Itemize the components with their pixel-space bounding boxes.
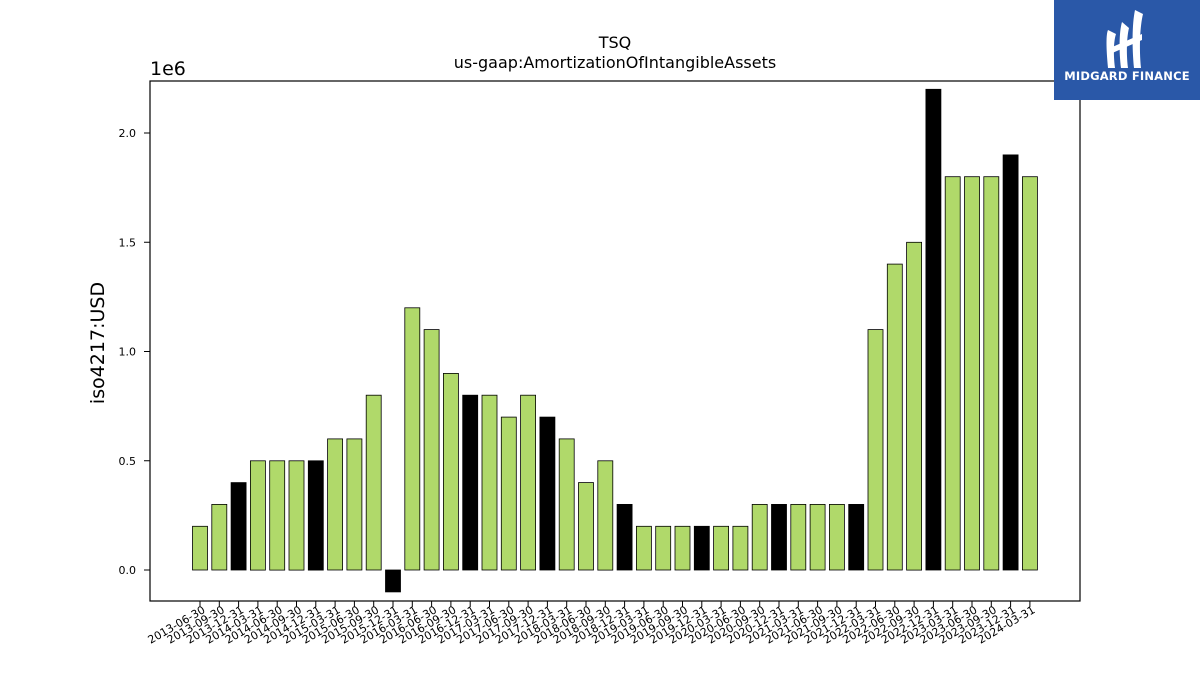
bar-2018-12-31 xyxy=(616,503,633,571)
bar-2018-09-30 xyxy=(597,460,614,571)
bar-2014-03-31 xyxy=(249,460,266,571)
bar-2023-03-31 xyxy=(944,176,961,571)
bar-2020-09-30 xyxy=(751,503,768,571)
bar-2014-12-31 xyxy=(307,460,324,571)
bar-2023-09-30 xyxy=(983,176,1000,571)
y-offset-label: 1e6 xyxy=(150,58,186,80)
y-tick-label: 1.0 xyxy=(119,346,137,359)
bar-2017-12-31 xyxy=(539,416,556,571)
bar-2015-06-30 xyxy=(346,438,363,571)
bar-2016-03-31 xyxy=(404,307,421,571)
bar-2020-06-30 xyxy=(732,525,749,571)
bar-2024-03-31 xyxy=(1022,176,1038,571)
y-tick-label: 0.5 xyxy=(119,455,137,468)
brand-name: MIDGARD FINANCE xyxy=(1064,69,1190,83)
plot-frame xyxy=(149,80,1081,602)
y-tick-label: 0.0 xyxy=(119,564,137,577)
bar-2022-03-31 xyxy=(867,329,884,571)
y-tick-label: 1.5 xyxy=(119,236,137,249)
bar-2015-09-30 xyxy=(365,394,382,571)
bar-2022-12-31 xyxy=(925,88,942,571)
bar-2021-12-31 xyxy=(848,503,865,571)
bar-2023-06-30 xyxy=(964,176,980,571)
chart-title: TSQ xyxy=(598,33,632,52)
bar-2016-09-30 xyxy=(442,372,459,571)
bar-2021-09-30 xyxy=(829,503,845,571)
bar-2017-09-30 xyxy=(520,394,536,571)
bar-2015-12-31 xyxy=(385,569,401,593)
brand-logo: MIDGARD FINANCE xyxy=(1054,0,1200,100)
bar-2018-06-30 xyxy=(578,482,594,571)
bar-2014-09-30 xyxy=(288,460,305,571)
bar-2021-03-31 xyxy=(790,503,807,571)
bar-2019-06-30 xyxy=(655,525,672,571)
bar-2019-09-30 xyxy=(674,525,691,571)
bar-2023-12-31 xyxy=(1002,154,1019,571)
bar-2021-06-30 xyxy=(809,503,826,571)
bar-2014-06-30 xyxy=(269,460,286,571)
bar-2019-03-31 xyxy=(636,525,652,571)
bar-2016-12-31 xyxy=(462,394,479,571)
bar-2015-03-31 xyxy=(327,438,344,571)
bar-2017-03-31 xyxy=(481,394,498,571)
brand-logo-icon xyxy=(1106,10,1143,68)
bar-2013-09-30 xyxy=(211,503,228,571)
y-tick-label: 2.0 xyxy=(119,127,137,140)
bar-2018-03-31 xyxy=(558,438,575,571)
bar-2020-12-31 xyxy=(771,503,787,571)
bar-2017-06-30 xyxy=(500,416,517,571)
bar-2022-09-30 xyxy=(906,241,922,571)
bar-2020-03-31 xyxy=(713,525,729,571)
chart-subtitle: us-gaap:AmortizationOfIntangibleAssets xyxy=(454,53,776,72)
bar-2022-06-30 xyxy=(886,263,903,571)
bar-2013-12-31 xyxy=(230,482,247,571)
bar-2019-12-31 xyxy=(693,525,710,571)
bar-2016-06-30 xyxy=(423,329,440,571)
y-axis-label: iso4217:USD xyxy=(87,282,109,404)
bar-2013-06-30 xyxy=(192,525,208,571)
